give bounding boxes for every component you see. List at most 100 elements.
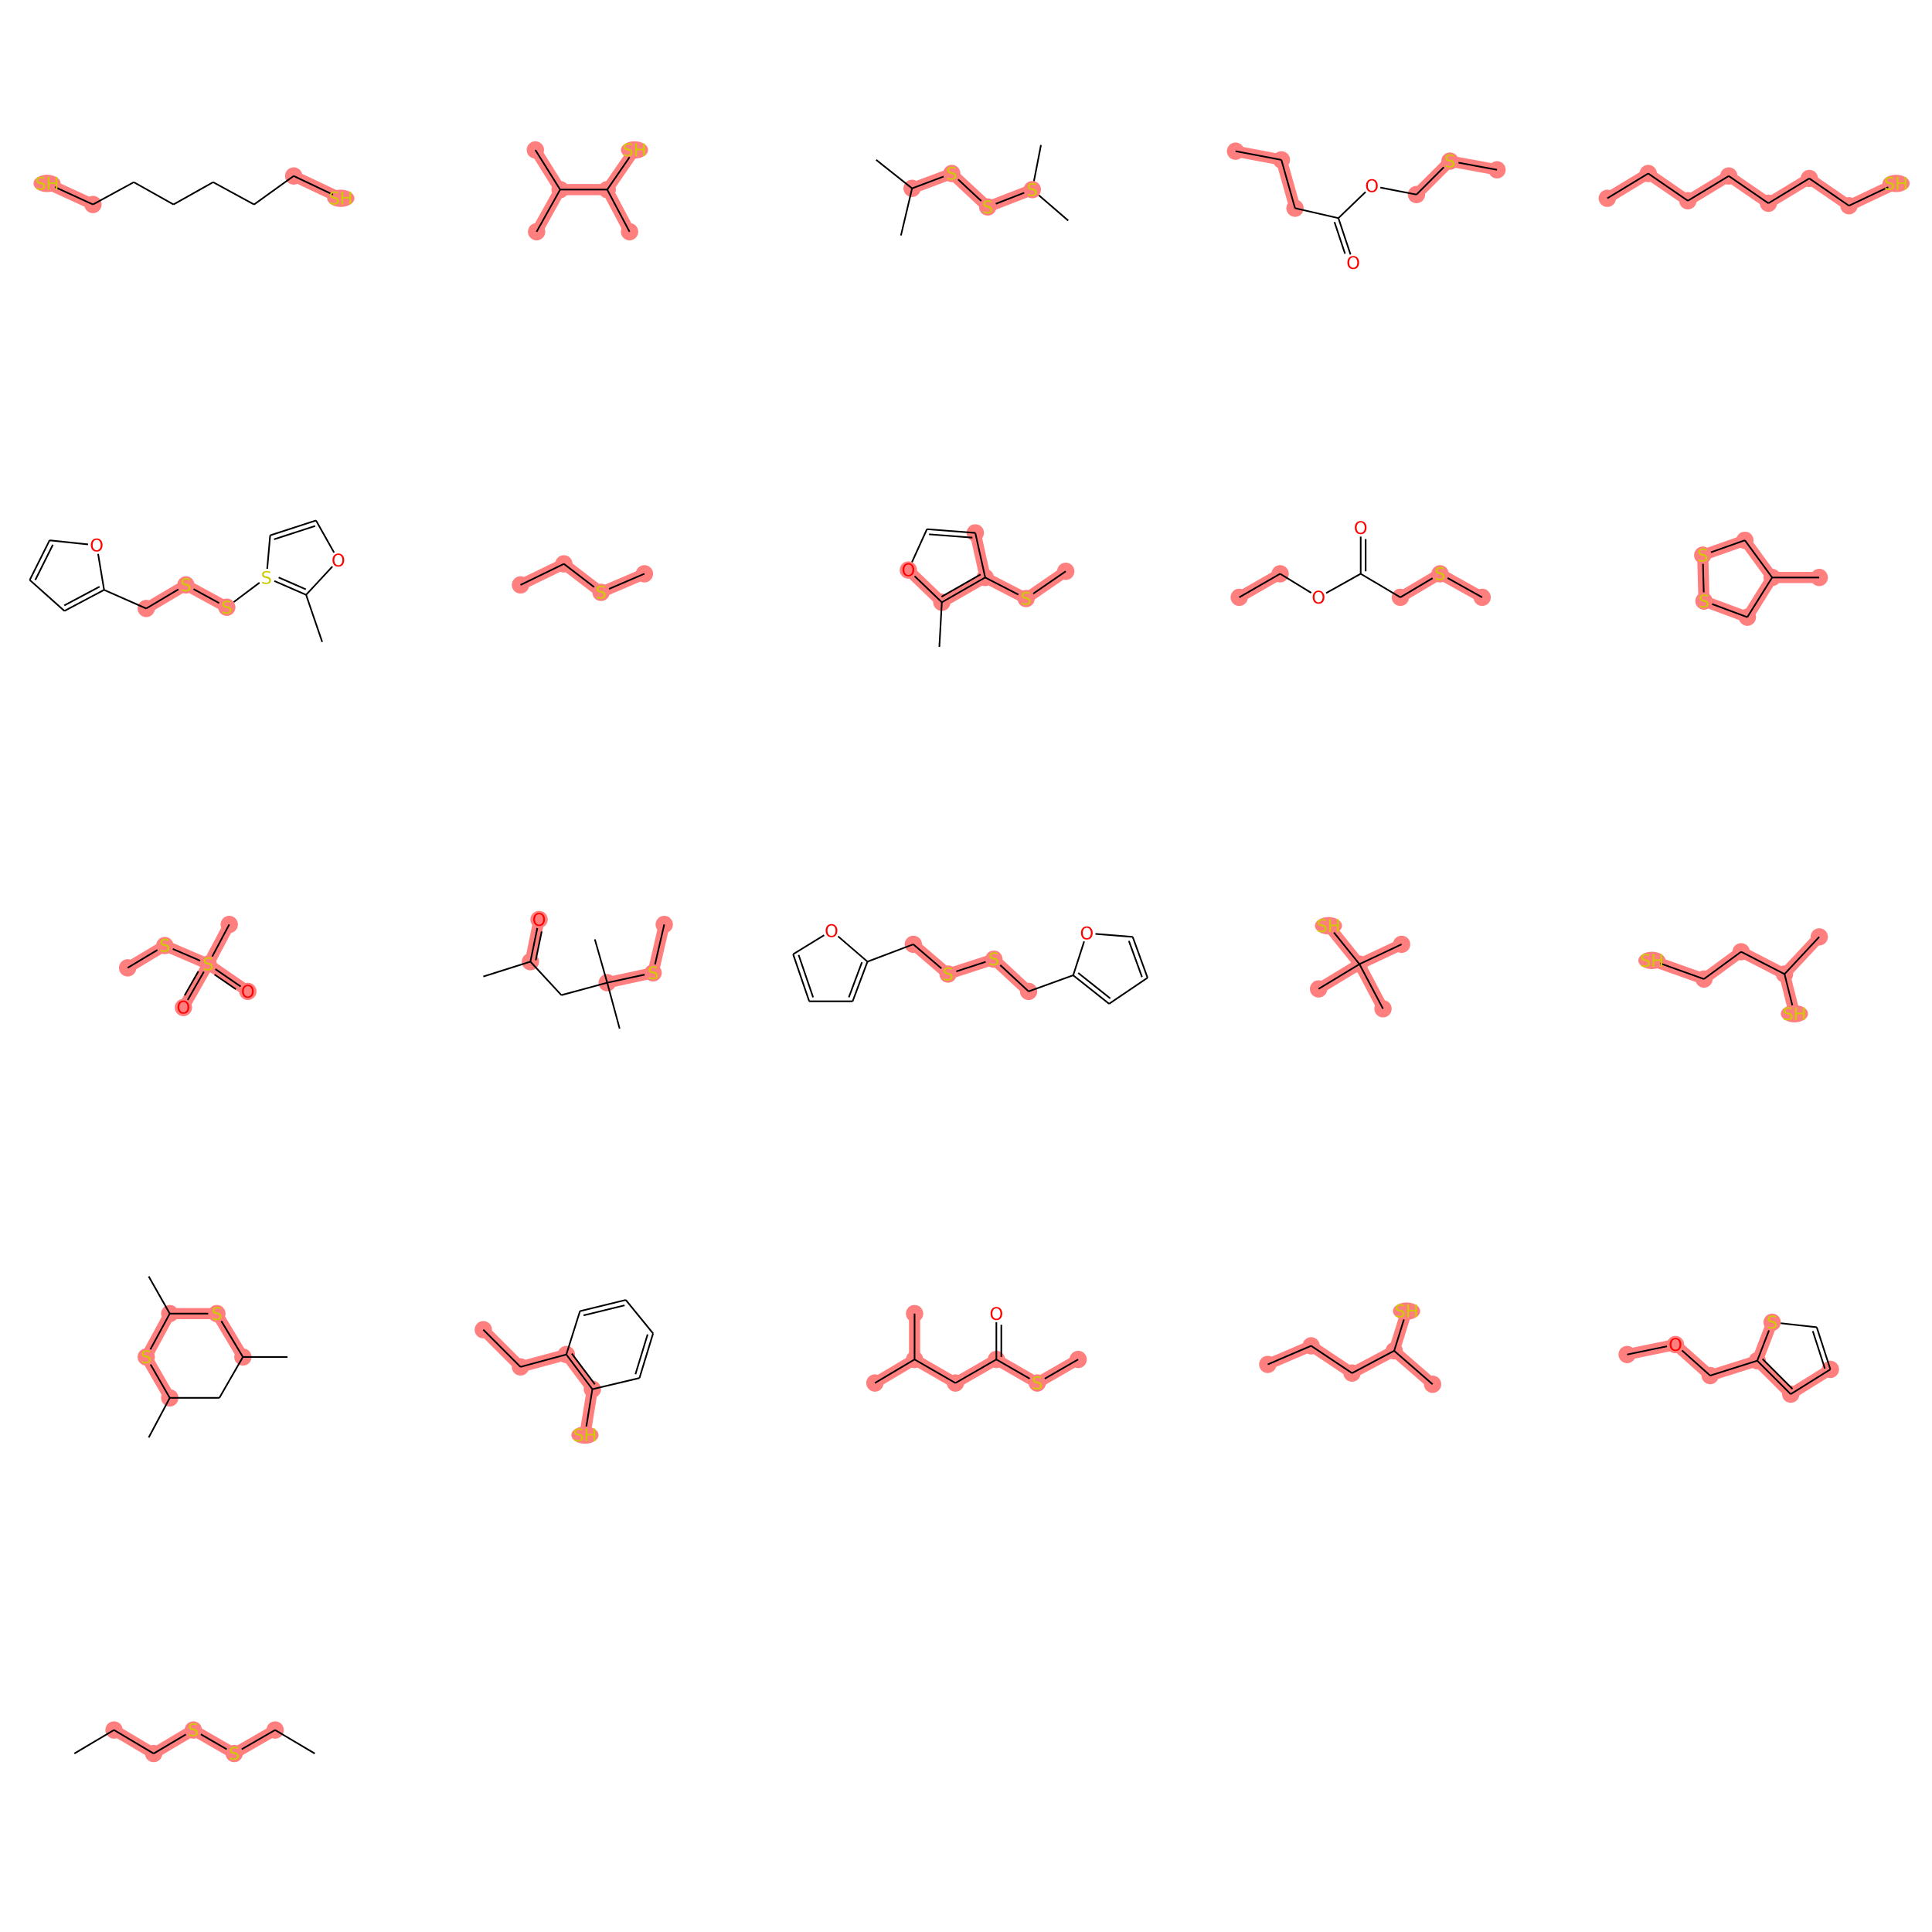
atom-highlight (199, 955, 217, 973)
bond (913, 1359, 956, 1384)
label-layer: SH (1884, 174, 1908, 194)
atom-label-oxygen: O (1668, 1335, 1682, 1355)
atom-highlight (1023, 181, 1042, 199)
bond (1756, 1330, 1770, 1362)
atom-highlight (1259, 1355, 1277, 1373)
label-layer: S (596, 583, 607, 604)
label-layer: OS (532, 910, 658, 984)
atom-label-sulfur: S (159, 937, 170, 957)
bond (852, 961, 869, 1002)
atom-highlight (177, 576, 195, 594)
label-layer: O S S O (825, 921, 1094, 985)
atom-highlight (1440, 152, 1459, 170)
label-layer: OS (902, 561, 1032, 610)
bond (220, 1320, 244, 1358)
bond-layer (1607, 172, 1889, 207)
bond (995, 1359, 1030, 1379)
label-layer: SH (1316, 917, 1340, 937)
atom-label-oxygen: O (902, 561, 916, 581)
bond (148, 1276, 171, 1315)
atom-highlight (571, 1426, 599, 1444)
bond (305, 566, 333, 596)
atom-label-sulfur: S (1021, 590, 1032, 610)
atom-highlight (1431, 565, 1449, 583)
bond (1072, 940, 1085, 976)
label-layer: O O S (1346, 151, 1455, 273)
bond (911, 175, 944, 189)
bond (999, 964, 1029, 992)
bond (1790, 1369, 1832, 1395)
bond (1648, 172, 1689, 202)
bond-double (278, 577, 307, 590)
atom-label-sulfur: SH (1640, 951, 1664, 971)
label-layer: SS (1697, 546, 1709, 611)
highlight-layer (33, 167, 355, 213)
bond (270, 519, 317, 536)
bond-layer (54, 175, 334, 206)
label-layer: SH (573, 1426, 597, 1446)
bond (1607, 172, 1649, 199)
bond (1294, 207, 1339, 219)
bond (215, 968, 242, 988)
bond-double (63, 586, 100, 607)
bond-layer (1318, 931, 1403, 1009)
bond-layer (127, 923, 242, 1001)
atom-label-sulfur: S (141, 1348, 151, 1368)
bond (1393, 1350, 1434, 1385)
atom-label-sulfur: S (988, 950, 999, 970)
bond (63, 589, 105, 612)
atom-highlight (1017, 590, 1035, 607)
bond (1044, 1359, 1079, 1379)
atom-highlight (1763, 1313, 1781, 1332)
bond (911, 529, 928, 563)
bond (1702, 563, 1705, 593)
bond (580, 1299, 627, 1312)
bond-layer (1239, 536, 1483, 598)
atom-highlight (1695, 592, 1713, 610)
bond (1379, 186, 1417, 196)
bond (654, 924, 665, 965)
atom-highlight (1882, 175, 1910, 192)
label-layer: SH SH (1640, 951, 1807, 1025)
atom-highlight (530, 910, 548, 929)
atom-label-sulfur: SH (1316, 917, 1340, 937)
bond (606, 189, 631, 233)
atom-highlight (621, 141, 648, 159)
highlight-layer (1694, 531, 1828, 626)
bond (149, 1313, 171, 1350)
bond (592, 1377, 640, 1390)
bond (608, 573, 645, 590)
bond-layer (483, 924, 665, 1029)
bond (956, 961, 986, 972)
atom-label-sulfur: S (1697, 546, 1708, 566)
bond (315, 519, 335, 553)
atom-label-oxygen: O (1080, 924, 1094, 944)
bond (1681, 1349, 1711, 1376)
bond-double (535, 931, 543, 961)
bond (1712, 603, 1748, 618)
bond (1781, 1322, 1817, 1328)
bond (211, 923, 230, 957)
bond (1239, 573, 1281, 598)
bond-double (583, 1304, 625, 1317)
atom-highlight (327, 189, 355, 207)
bond-layer (29, 519, 335, 642)
bond (1032, 145, 1043, 182)
bond-layer (792, 933, 1148, 1005)
atom-label-sulfur: S (1444, 151, 1455, 172)
bond (1393, 1319, 1405, 1352)
bond-layer (73, 1729, 315, 1754)
atom-label-oxygen: O (1346, 253, 1360, 274)
bond (837, 935, 869, 963)
atom-highlight (644, 964, 662, 982)
bond (104, 589, 147, 610)
molecule-15-methylbutane-dithiol: SH SH (1638, 928, 1828, 1025)
bond (913, 944, 942, 969)
atom-label-sulfur: S (1032, 1374, 1043, 1394)
atom-highlight (1374, 1000, 1392, 1018)
bond (1747, 577, 1774, 618)
label-layer: OS (989, 1304, 1043, 1394)
bond (1709, 1359, 1758, 1376)
bond-layer (876, 145, 1069, 236)
bond (995, 192, 1025, 205)
